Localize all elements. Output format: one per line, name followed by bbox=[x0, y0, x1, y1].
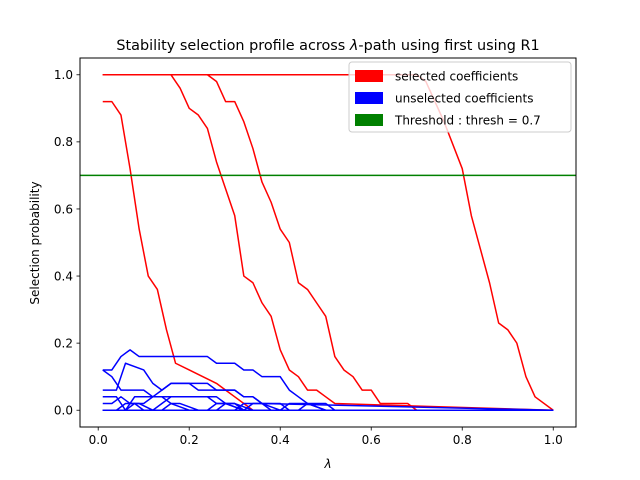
legend-label: Threshold : thresh = 0.7 bbox=[394, 114, 541, 128]
y-tick-label: 0.8 bbox=[54, 135, 73, 149]
y-tick-label: 0.0 bbox=[54, 404, 73, 418]
x-tick-label: 0.2 bbox=[180, 433, 199, 447]
x-tick-label: 0.4 bbox=[271, 433, 290, 447]
legend: selected coefficients unselected coeffici… bbox=[348, 61, 572, 133]
x-axis-label: λ bbox=[323, 457, 331, 471]
x-axis-ticks: 0.0 0.2 0.4 0.6 0.8 1.0 bbox=[89, 427, 563, 447]
y-axis-ticks: 0.0 0.2 0.4 0.6 0.8 1.0 bbox=[54, 68, 80, 418]
legend-box bbox=[348, 61, 572, 133]
unselected-coefficient-line-6 bbox=[102, 362, 554, 411]
legend-label: selected coefficients bbox=[395, 70, 518, 84]
legend-swatch bbox=[355, 92, 383, 104]
legend-label: unselected coefficients bbox=[395, 92, 533, 106]
legend-swatch bbox=[355, 114, 383, 126]
x-tick-label: 1.0 bbox=[544, 433, 563, 447]
selected-coefficient-line-2 bbox=[102, 74, 554, 411]
unselected-coefficient-line-12 bbox=[102, 402, 554, 411]
selected-coefficient-line-3 bbox=[102, 100, 554, 411]
series-layer bbox=[102, 74, 554, 411]
selected-coefficient-line-1 bbox=[102, 74, 554, 411]
plot-frame bbox=[79, 57, 577, 428]
y-tick-label: 0.4 bbox=[54, 269, 73, 283]
unselected-coefficient-line-4 bbox=[102, 349, 554, 411]
y-tick-label: 0.6 bbox=[54, 202, 73, 216]
chart-title: Stability selection profile across λ-pat… bbox=[116, 38, 539, 54]
x-tick-label: 0.0 bbox=[89, 433, 108, 447]
y-tick-label: 1.0 bbox=[54, 68, 73, 82]
y-tick-label: 0.2 bbox=[54, 336, 73, 350]
legend-swatch bbox=[355, 70, 383, 82]
x-tick-label: 0.6 bbox=[362, 433, 381, 447]
y-axis-label: Selection probability bbox=[28, 181, 42, 304]
x-tick-label: 0.8 bbox=[453, 433, 472, 447]
